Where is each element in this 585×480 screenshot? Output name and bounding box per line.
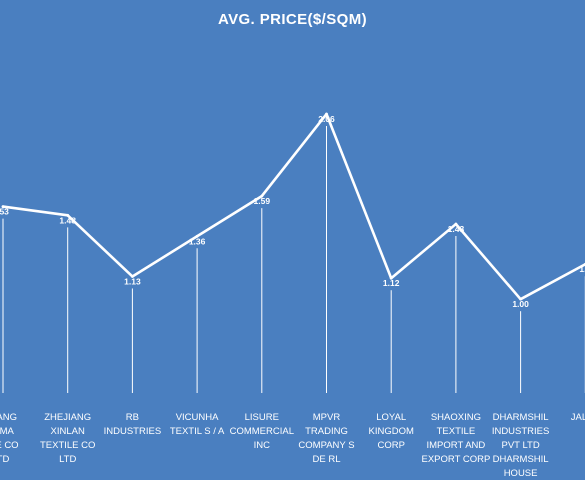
data-point <box>131 275 134 278</box>
data-label: 1.43 <box>448 224 465 234</box>
category-label: DHARMSHIL <box>493 412 549 423</box>
data-label: 1.36 <box>189 236 206 246</box>
category-label: TRADING <box>305 426 348 437</box>
category-label: INDUSTRIES <box>104 426 162 437</box>
data-point <box>325 112 328 116</box>
category-label: LTD <box>59 454 76 465</box>
data-point <box>454 222 458 226</box>
category-label: XINLAN <box>51 426 85 437</box>
category-label: TEXTILE CO <box>40 440 95 451</box>
data-point <box>1 205 5 208</box>
data-label: .53 <box>0 207 9 217</box>
category-label: INDUSTRIES <box>492 426 550 437</box>
data-point <box>389 276 393 280</box>
chart-title: AVG. PRICE($/SQM) <box>217 11 368 28</box>
data-point <box>195 234 199 238</box>
category-label: TD <box>0 454 9 465</box>
category-label: TEXTIL S / A <box>170 426 225 437</box>
data-label: 1.12 <box>383 278 400 288</box>
category-label: GMA <box>0 426 14 437</box>
category-label: PVT LTD <box>502 440 540 451</box>
data-label: 1.59 <box>254 196 271 206</box>
data-label: 1.48 <box>59 215 76 225</box>
data-label: 1.00 <box>512 299 529 309</box>
category-label: TEXTILE <box>437 426 476 437</box>
category-label: DE RL <box>313 454 341 465</box>
category-label: JALSE <box>571 412 585 423</box>
category-label: INC <box>254 440 271 451</box>
category-label: EXPORT CORP <box>421 454 490 465</box>
data-point <box>66 213 70 217</box>
category-label: LOYAL <box>376 412 406 423</box>
category-label: DHARMSHIL <box>493 454 549 465</box>
category-label: IMPORT AND <box>427 440 486 451</box>
category-label: JIANG <box>0 412 17 423</box>
category-label: CORP <box>377 440 404 451</box>
category-label: ZHEJIANG <box>44 412 91 423</box>
category-label: HOUSE <box>504 468 538 479</box>
category-label: SHAOXING <box>431 412 481 423</box>
category-label: RB <box>126 412 139 423</box>
data-point <box>260 194 264 198</box>
data-point <box>519 297 522 301</box>
series-line <box>1 112 585 301</box>
category-label: VICUNHA <box>176 412 219 423</box>
category-label: MPVR <box>313 412 341 423</box>
category-label: COMMERCIAL <box>230 426 294 437</box>
data-label: 1.2 <box>579 264 585 274</box>
category-label: LISURE <box>245 412 279 423</box>
data-label: 2.06 <box>318 114 335 124</box>
category-label: ILE CO <box>0 440 19 451</box>
data-label: 1.13 <box>124 276 141 286</box>
category-label: COMPANY S <box>298 440 354 451</box>
category-label: KINGDOM <box>369 426 414 437</box>
